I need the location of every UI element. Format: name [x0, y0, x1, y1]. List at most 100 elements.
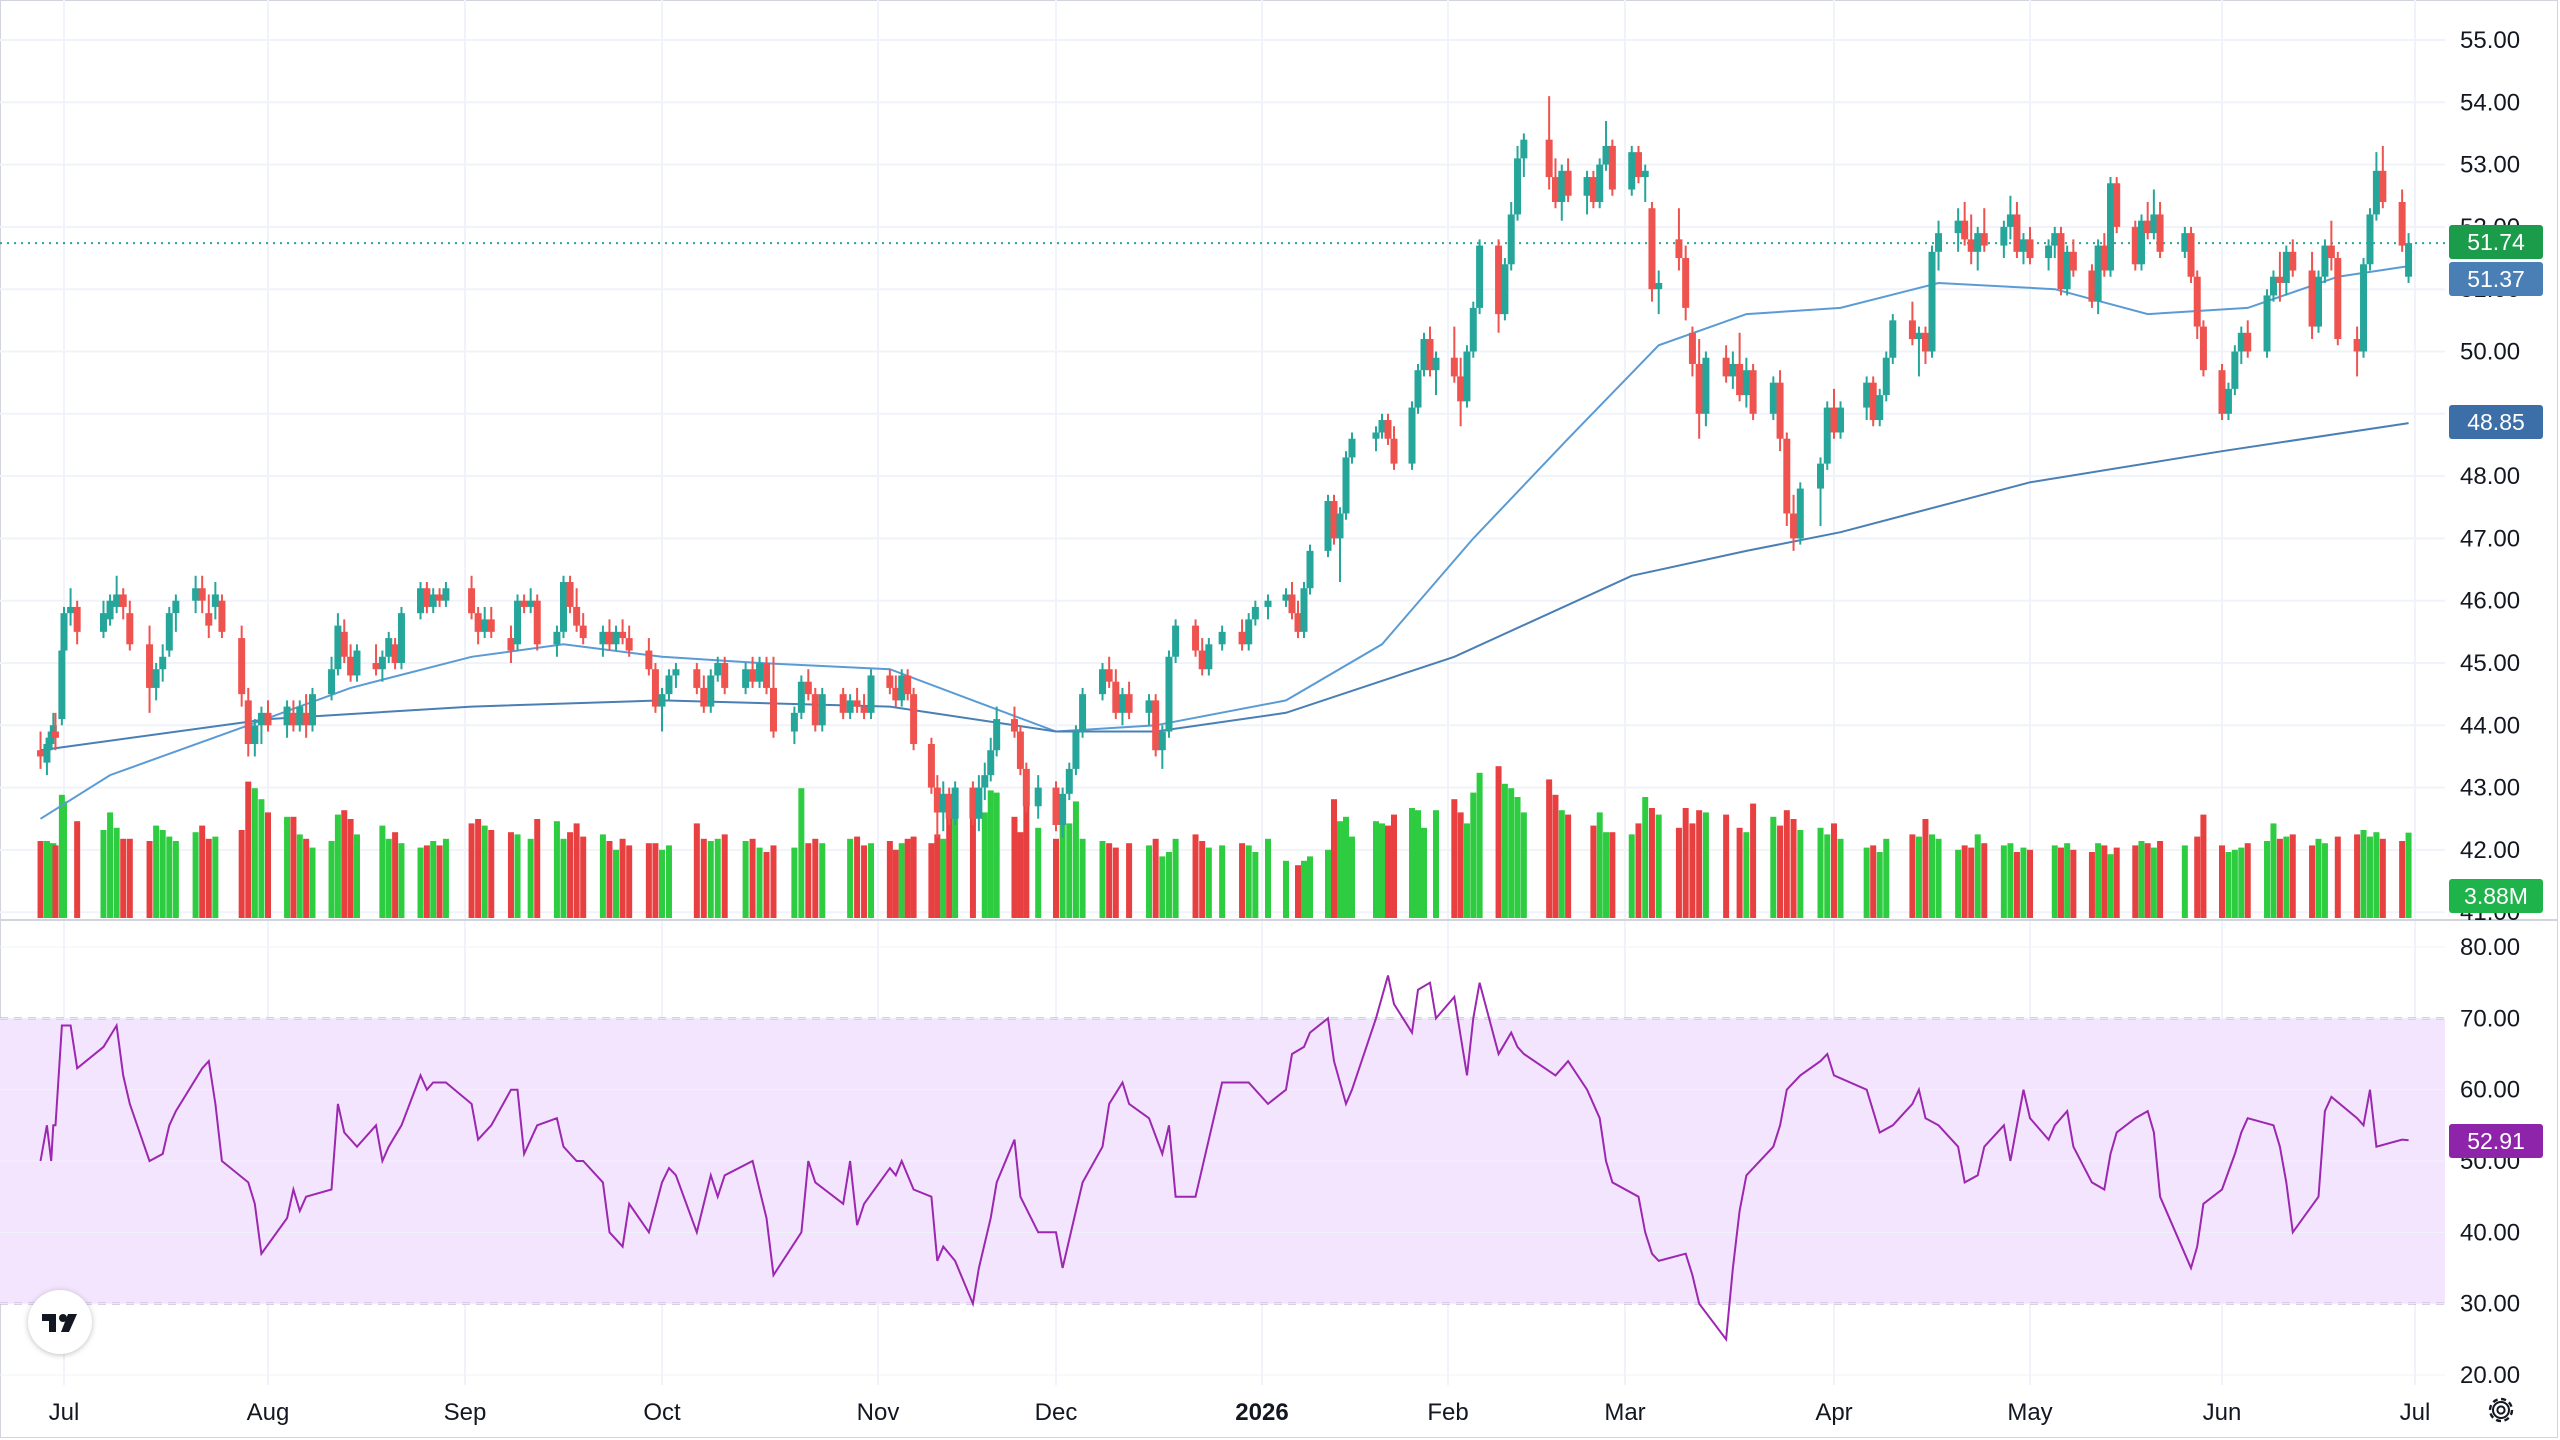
candle	[1294, 600, 1302, 639]
time-tick-label: Apr	[1815, 1399, 1852, 1426]
volume-bar	[159, 830, 166, 918]
candle-body	[566, 582, 574, 607]
candle	[1769, 376, 1777, 421]
volume-bar	[2399, 841, 2406, 918]
candle-body	[2193, 276, 2201, 327]
candle	[251, 719, 259, 757]
candle-body	[846, 700, 854, 713]
candle	[1974, 226, 1982, 271]
candle-body	[2372, 170, 2380, 215]
candle	[933, 775, 941, 838]
candle-body	[927, 743, 935, 788]
candle-body	[1342, 457, 1350, 514]
candle-body	[1294, 613, 1302, 632]
time-tick-label: Feb	[1427, 1399, 1468, 1426]
candle	[1501, 258, 1509, 321]
volume-bar	[417, 847, 424, 918]
candle	[993, 706, 1001, 757]
candle-body	[2224, 388, 2232, 414]
candle	[218, 594, 226, 639]
candle	[211, 582, 219, 620]
candle	[514, 594, 522, 651]
tradingview-logo-icon[interactable]	[28, 1290, 92, 1354]
volume-bar	[61, 801, 67, 918]
candle-body	[2137, 220, 2145, 265]
volume-bar	[1824, 834, 1831, 918]
candle	[172, 594, 180, 632]
candle-body	[2088, 270, 2096, 302]
candle-body	[721, 663, 729, 688]
candle	[1065, 762, 1073, 801]
candle-body	[2315, 276, 2322, 327]
volume-bar	[573, 823, 580, 918]
candle	[474, 606, 482, 645]
volume-bar	[74, 821, 81, 918]
volume-bar	[303, 838, 310, 918]
candle-body	[1564, 170, 1572, 196]
candle	[152, 663, 160, 701]
candle-body	[1688, 332, 1696, 364]
candle	[1420, 332, 1428, 377]
volume-bar	[481, 825, 488, 918]
volume-bar	[993, 792, 1000, 918]
ma-fast-badge: 51.37	[2449, 262, 2543, 296]
candle-body	[391, 644, 399, 663]
volume-bar	[328, 841, 335, 918]
candle-body	[1634, 152, 1642, 178]
candle-body	[257, 712, 265, 726]
candle-body	[625, 638, 633, 651]
candle	[1869, 376, 1877, 427]
candle	[1059, 787, 1067, 838]
candle-body	[1722, 357, 1730, 377]
candle	[1288, 582, 1296, 620]
volume-bar	[1961, 845, 1968, 918]
candle-body	[2094, 245, 2102, 302]
volume-bar	[113, 827, 120, 918]
candle-body	[1675, 239, 1683, 259]
volume-bar	[1883, 838, 1890, 918]
candle-body	[1324, 501, 1332, 551]
volume-bar	[2321, 843, 2328, 918]
volume-bar	[1596, 812, 1603, 918]
candle	[1218, 625, 1226, 651]
candle-body	[1628, 152, 1636, 190]
candle-body	[2379, 170, 2387, 202]
candle	[1602, 120, 1610, 171]
volume-bar	[798, 788, 805, 918]
candle-body	[1306, 550, 1314, 589]
candle	[2069, 239, 2077, 277]
candle	[2000, 220, 2008, 259]
candle-body	[1390, 438, 1398, 464]
candle-body	[2244, 332, 2252, 352]
volume-bar	[1743, 832, 1750, 918]
volume-bar	[1870, 845, 1877, 918]
candle	[2137, 214, 2145, 271]
volume-bar	[100, 830, 107, 918]
gear-icon[interactable]	[2483, 1392, 2519, 1428]
candle	[1016, 725, 1024, 776]
volume-bar	[1922, 819, 1929, 918]
volume-bar	[1011, 816, 1018, 918]
candle	[1408, 401, 1416, 470]
candle-body	[45, 737, 53, 751]
time-tick-label: Aug	[247, 1399, 290, 1426]
volume-bar	[353, 834, 360, 918]
time-tick-label: 2026	[1235, 1399, 1288, 1426]
volume-bar	[2064, 843, 2071, 918]
candle-body	[1450, 357, 1458, 377]
candle-body	[1192, 625, 1200, 651]
candle	[1830, 388, 1838, 439]
candle-body	[2063, 251, 2071, 290]
candle-body	[1742, 370, 1750, 396]
candle-body	[619, 631, 627, 639]
candle	[2006, 195, 2014, 240]
candle-body	[1152, 700, 1160, 751]
candle	[1921, 326, 1929, 364]
candle-body	[573, 606, 581, 626]
volume-bar	[2113, 847, 2120, 918]
candle	[1469, 301, 1477, 358]
volume-bar	[1059, 810, 1066, 918]
candle	[1145, 694, 1153, 726]
volume-bar	[946, 799, 953, 918]
